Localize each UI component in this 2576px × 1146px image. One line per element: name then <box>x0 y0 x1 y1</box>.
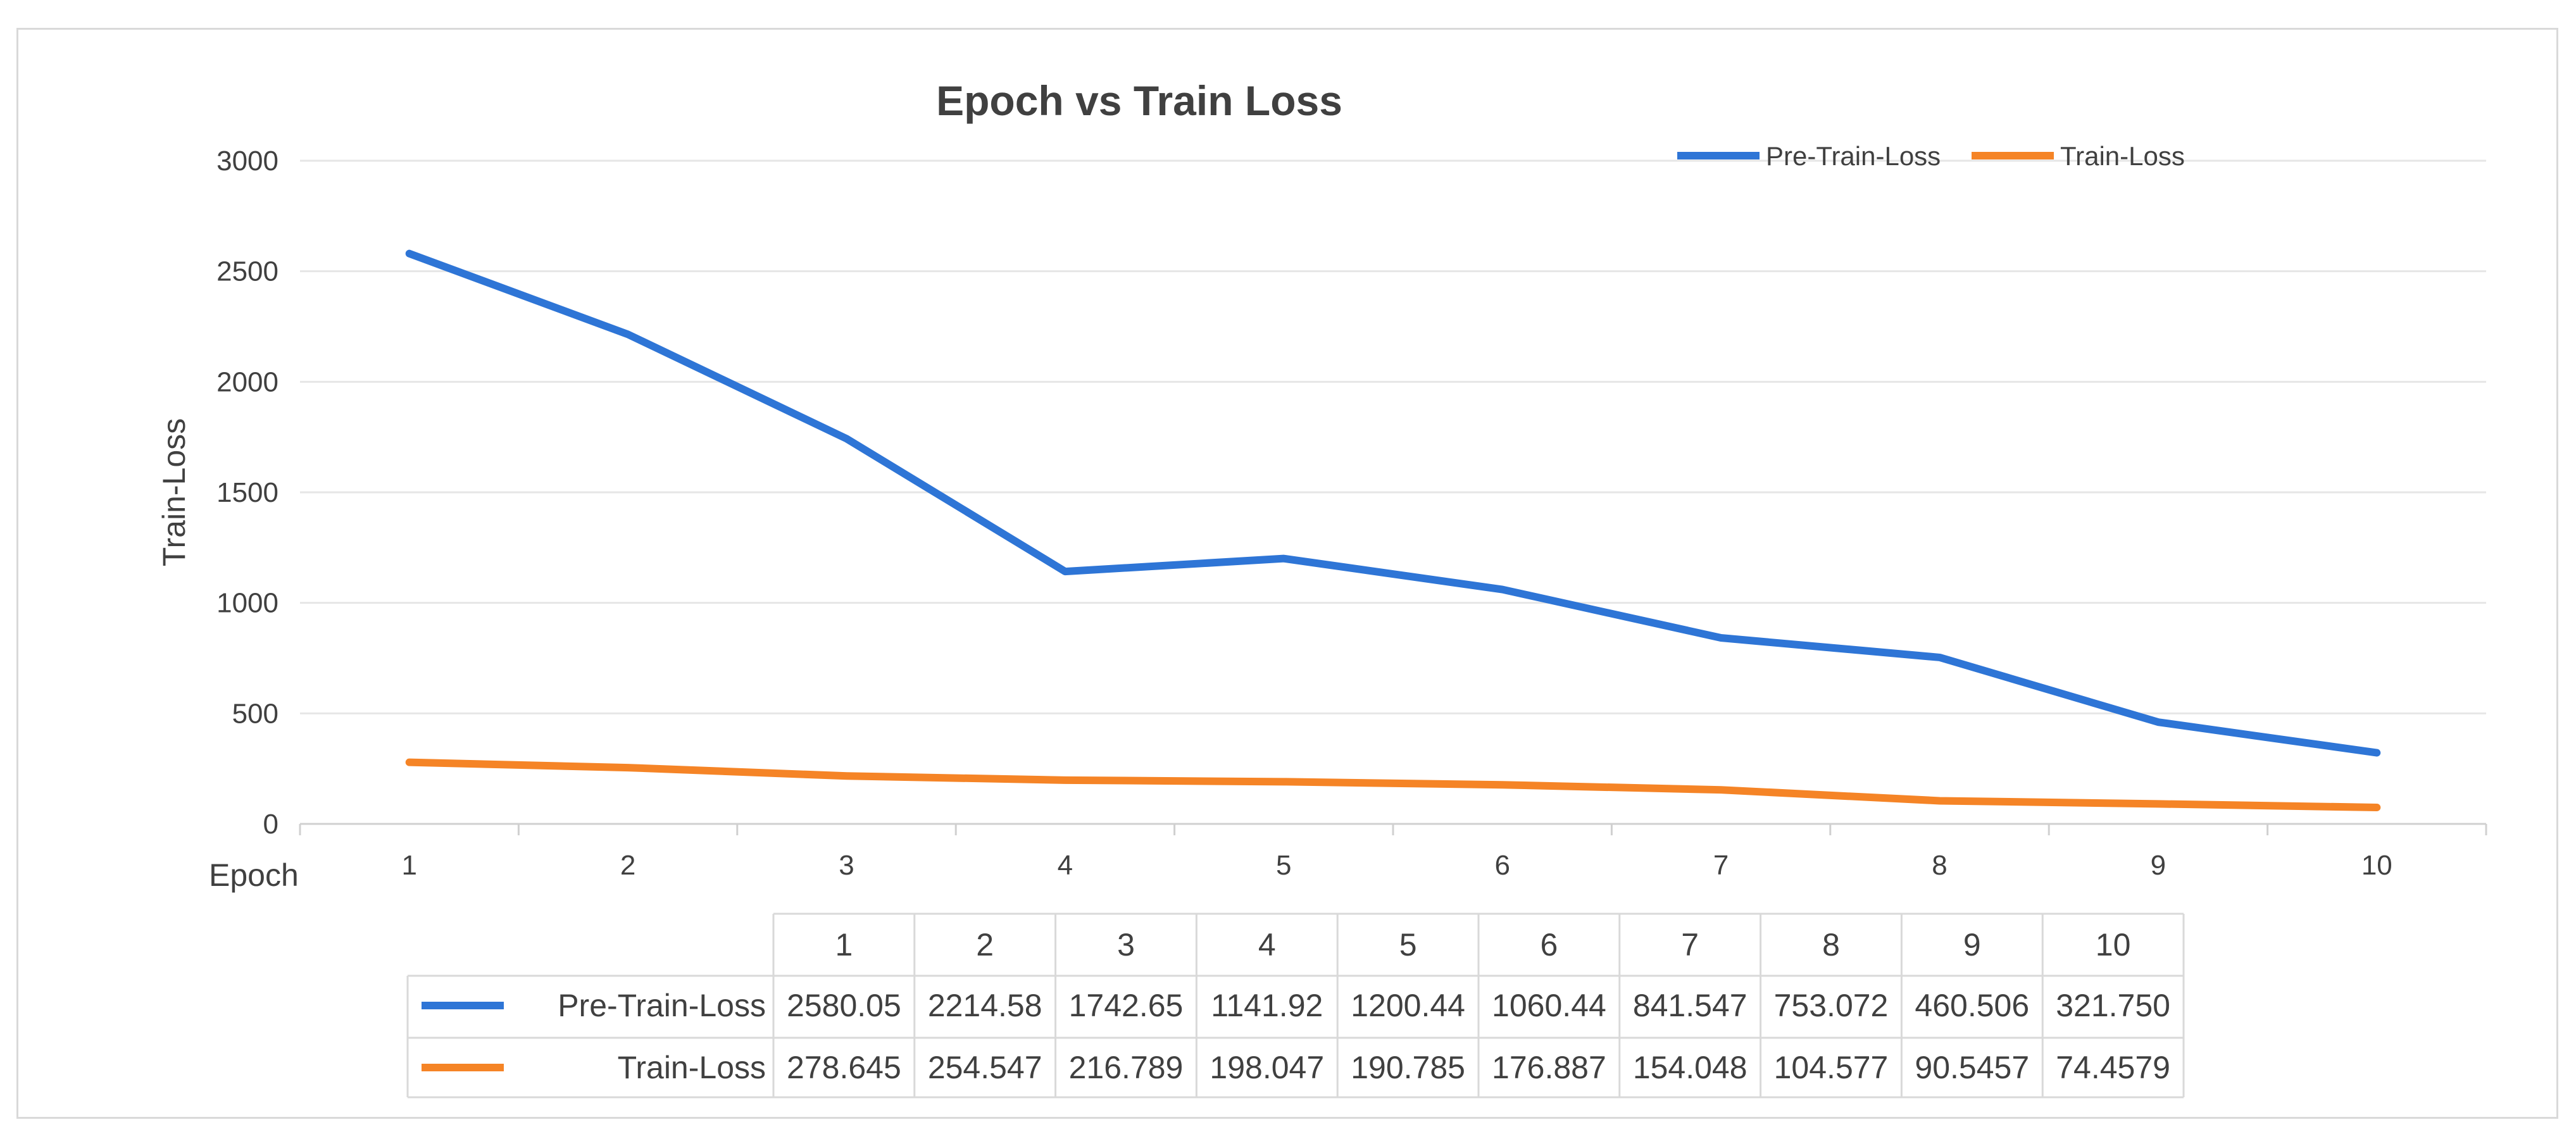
x-tick-label: 8 <box>1932 850 1947 881</box>
table-value-cell: 176.887 <box>1492 1050 1606 1085</box>
table-header-cell: 7 <box>1681 927 1699 962</box>
table-header-cell: 3 <box>1117 927 1135 962</box>
series-line-pre-train-loss <box>405 249 2381 757</box>
table-value-cell: 104.577 <box>1774 1050 1889 1085</box>
table-value-cell: 254.547 <box>928 1050 1042 1085</box>
x-axis: 1 2 3 4 5 6 7 8 9 10 <box>299 823 2487 881</box>
series-line-train-loss <box>405 758 2381 811</box>
table-header-cell: 5 <box>1399 927 1417 962</box>
gridlines <box>300 159 2486 714</box>
legend-label: Pre-Train-Loss <box>1766 141 1941 171</box>
table-value-cell: 841.547 <box>1633 988 1748 1023</box>
x-tick-label: 10 <box>2361 850 2392 881</box>
y-tick-label: 2000 <box>216 366 278 397</box>
table-header-cell: 6 <box>1540 927 1558 962</box>
table-value-cell: 90.5457 <box>1915 1050 2029 1085</box>
table-value-cell: 278.645 <box>787 1050 901 1085</box>
table-header-cell: 4 <box>1258 927 1276 962</box>
chart-title: Epoch vs Train Loss <box>936 77 1342 124</box>
y-tick-label: 0 <box>263 809 278 840</box>
table-value-cell: 190.785 <box>1351 1050 1465 1085</box>
table-value-cell: 216.789 <box>1069 1050 1184 1085</box>
y-tick-label: 3000 <box>216 146 278 177</box>
x-tick-label: 3 <box>839 850 854 881</box>
x-tick-label: 6 <box>1494 850 1510 881</box>
table-header-cell: 2 <box>976 927 994 962</box>
y-tick-label: 2500 <box>216 256 278 287</box>
x-tick-label: 1 <box>401 850 416 881</box>
x-tick-label: 4 <box>1058 850 1073 881</box>
table-value-cell: 1060.44 <box>1492 988 1606 1023</box>
x-tick-label: 5 <box>1276 850 1291 881</box>
y-tick-label: 1500 <box>216 477 278 508</box>
table-header-cell: 8 <box>1822 927 1840 962</box>
table-value-cell: 2214.58 <box>928 988 1042 1023</box>
table-value-cell: 154.048 <box>1633 1050 1748 1085</box>
y-tick-label: 500 <box>232 698 278 729</box>
table-header-cell: 9 <box>1963 927 1981 962</box>
chart-frame <box>16 28 2558 1119</box>
table-row-label: Train-Loss <box>618 1050 766 1085</box>
table-value-cell: 321.750 <box>2056 988 2170 1023</box>
table-row-label: Pre-Train-Loss <box>558 988 766 1023</box>
table-value-cell: 1200.44 <box>1351 988 1465 1023</box>
table-value-cell: 753.072 <box>1774 988 1889 1023</box>
legend: Pre-Train-Loss Train-Loss <box>1677 141 2185 171</box>
table-value-cell: 1141.92 <box>1211 988 1323 1023</box>
data-table: 1 2 3 4 5 6 7 8 9 10 Pre-Train-Loss 2580.05 2214.58 1… <box>406 912 2185 1099</box>
legend-label: Train-Loss <box>2060 141 2185 171</box>
table-header-cell: 10 <box>2096 927 2131 962</box>
x-tick-label: 2 <box>620 850 635 881</box>
x-tick-label: 9 <box>2151 850 2166 881</box>
x-tick-label: 7 <box>1713 850 1729 881</box>
x-axis-label: Epoch <box>209 857 299 893</box>
table-header-cell: 1 <box>835 927 853 962</box>
table-value-cell: 2580.05 <box>787 988 901 1023</box>
series-lines <box>405 249 2381 811</box>
y-tick-label: 1000 <box>216 588 278 619</box>
y-axis-ticks: 0 500 1000 1500 2000 2500 3000 <box>216 146 278 840</box>
table-value-cell: 460.506 <box>1915 988 2029 1023</box>
table-value-cell: 198.047 <box>1210 1050 1324 1085</box>
table-value-cell: 1742.65 <box>1069 988 1184 1023</box>
table-value-cell: 74.4579 <box>2056 1050 2170 1085</box>
y-axis-label: Train-Loss <box>156 418 192 566</box>
